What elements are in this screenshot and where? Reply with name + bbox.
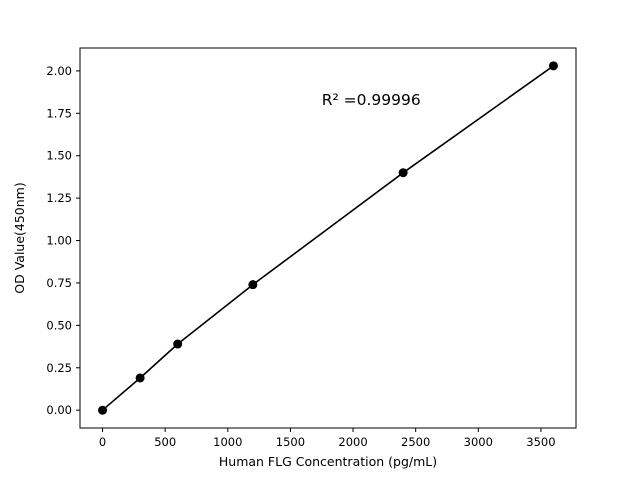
plot-border — [79, 47, 577, 429]
x-tick-label: 3000 — [464, 435, 493, 449]
data-point — [398, 168, 408, 178]
x-tick-label: 2000 — [338, 435, 367, 449]
y-tick-label: 2.00 — [46, 64, 72, 78]
y-tick-label: 1.50 — [46, 149, 72, 163]
y-tick-label: 1.75 — [46, 106, 72, 120]
data-point — [548, 61, 558, 71]
x-tick-label: 3500 — [526, 435, 555, 449]
trend-line — [101, 65, 555, 411]
x-tick-label: 1000 — [213, 435, 242, 449]
data-point — [98, 405, 108, 415]
y-tick-label: 1.25 — [46, 191, 72, 205]
data-point — [173, 339, 183, 349]
plot-layer: 0 500 1000 1500 2000 2500 3000 3500 0.00 0.25 0.50… — [46, 47, 577, 449]
x-tick-label: 500 — [154, 435, 176, 449]
x-axis-label: Human FLG Concentration (pg/mL) — [219, 454, 437, 469]
data-point — [248, 280, 258, 290]
x-tick-label: 1500 — [276, 435, 305, 449]
x-tick-label: 2500 — [401, 435, 430, 449]
y-tick-label: 0.25 — [46, 361, 72, 375]
x-tick-label: 0 — [99, 435, 106, 449]
y-axis-label: OD Value(450nm) — [12, 182, 27, 293]
y-tick-label: 0.50 — [46, 318, 72, 332]
y-tick-label: 1.00 — [46, 234, 72, 248]
data-point — [135, 373, 145, 383]
y-tick-label: 0.75 — [46, 276, 72, 290]
r-squared-annotation: R² =0.99996 — [322, 91, 421, 109]
y-tick-label: 0.00 — [46, 403, 72, 417]
